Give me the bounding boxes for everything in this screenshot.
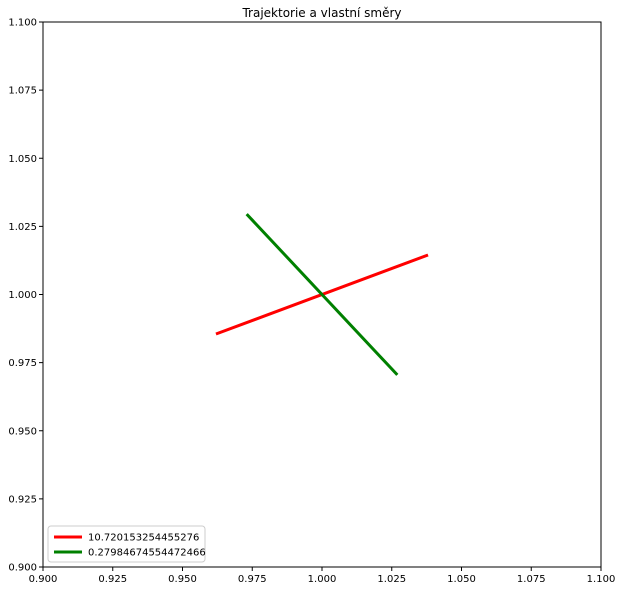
y-tick-label: 1.000 <box>8 290 37 301</box>
legend: 10.720153254455276 0.27984674554472466 <box>47 525 206 563</box>
x-tick-label: 1.100 <box>587 574 616 585</box>
y-tick-label: 0.925 <box>8 494 37 505</box>
legend-box <box>47 525 206 563</box>
eigenvector-lines <box>215 213 429 376</box>
x-tick-label: 0.900 <box>29 574 58 585</box>
y-tick-label: 1.100 <box>8 18 37 29</box>
x-tick-label: 1.075 <box>517 574 546 585</box>
x-axis: 0.900 0.925 0.950 0.975 1.000 1.025 1.050 1.075… <box>29 567 616 585</box>
legend-label: 0.27984674554472466 <box>88 548 206 559</box>
y-tick-label: 1.050 <box>8 154 37 165</box>
x-tick-label: 0.925 <box>98 574 127 585</box>
x-tick-label: 0.975 <box>238 574 267 585</box>
chart-title: Trajektorie a vlastní směry <box>241 6 401 20</box>
y-tick-label: 1.025 <box>8 222 37 233</box>
y-tick-label: 1.075 <box>8 86 37 97</box>
y-axis: 0.900 0.925 0.950 0.975 1.000 1.025 1.050 1.075… <box>8 18 43 574</box>
x-tick-label: 1.050 <box>447 574 476 585</box>
x-tick-label: 1.025 <box>377 574 406 585</box>
y-tick-label: 0.950 <box>8 426 37 437</box>
x-tick-label: 1.000 <box>308 574 337 585</box>
x-tick-label: 0.950 <box>168 574 197 585</box>
y-tick-label: 0.975 <box>8 358 37 369</box>
y-tick-label: 0.900 <box>8 563 37 574</box>
legend-label: 10.720153254455276 <box>88 533 199 544</box>
eigenvector-line-2 <box>245 213 399 376</box>
